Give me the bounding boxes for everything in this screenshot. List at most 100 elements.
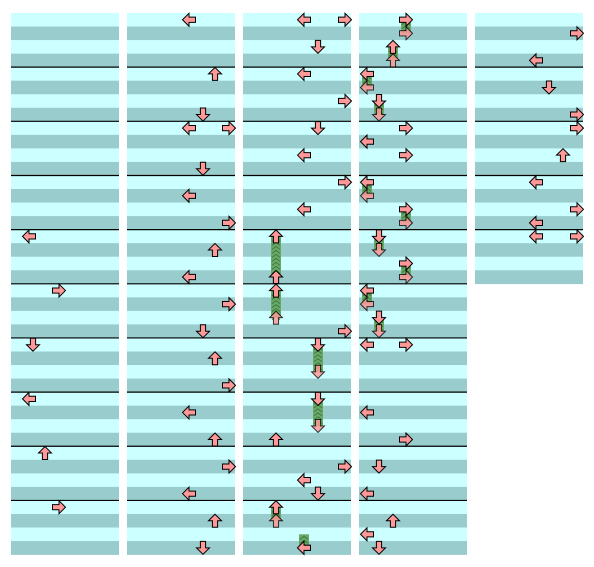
row-stripe [11,392,119,406]
row-stripe [359,80,467,95]
right-arrow-icon [399,120,414,136]
down-arrow-icon [371,94,387,109]
row-stripe [243,107,351,122]
down-arrow-icon [371,229,387,244]
row-stripe [359,134,467,149]
left-arrow-icon [296,12,311,28]
row-stripe [243,243,351,258]
up-arrow-icon [268,229,284,244]
row-stripe [127,243,235,258]
row-stripe [127,365,235,379]
left-arrow-icon [296,472,311,488]
row-stripe [11,486,119,501]
hold-chevron [313,362,323,367]
row-stripe [127,67,235,81]
right-arrow-icon [399,337,414,353]
right-arrow-icon [338,93,353,109]
row-stripe [127,107,235,122]
hold-tail-left-arrow-icon [359,188,374,204]
right-arrow-icon [399,201,414,218]
row-stripe [243,500,351,515]
row-stripe [11,310,119,325]
row-stripe [243,486,351,501]
row-stripe [11,202,119,217]
row-stripe [127,392,235,406]
row-stripe [243,283,351,298]
row-stripe [11,216,119,230]
row-stripe [11,378,119,393]
row-stripe [11,419,119,434]
down-arrow-icon [195,324,211,339]
row-stripe [11,189,119,203]
hold-chevron [271,261,281,266]
row-stripe [11,337,119,352]
row-stripe [359,283,467,298]
row-stripe [359,67,467,81]
row-stripe [127,527,235,542]
left-arrow-icon [181,12,196,28]
up-arrow-icon [385,39,401,54]
right-arrow-icon [52,282,67,299]
row-stripe [127,161,235,176]
row-stripe [359,161,467,176]
left-arrow-icon [359,485,374,502]
row-stripe [243,337,351,352]
row-stripe [359,378,467,393]
up-arrow-icon [207,351,223,366]
row-stripe [11,175,119,190]
row-stripe [127,378,235,393]
row-stripe [243,527,351,542]
row-stripe [11,134,119,149]
row-stripe [11,40,119,54]
left-arrow-icon [359,282,374,299]
up-arrow-icon [268,432,284,447]
row-stripe [127,53,235,68]
row-stripe [127,405,235,420]
row-stripe [359,94,467,109]
row-stripe [127,541,235,555]
row-stripe [475,202,583,217]
row-stripe [127,337,235,352]
row-stripe [11,121,119,136]
left-arrow-icon [181,269,196,285]
hold-chevron [271,303,281,308]
row-stripe [11,13,119,27]
right-arrow-icon [338,458,353,475]
row-stripe [243,513,351,528]
hold-chevron [313,412,323,417]
right-arrow-icon [570,201,585,218]
row-stripe [243,270,351,285]
row-stripe [359,40,467,54]
left-arrow-icon [359,337,374,353]
row-stripe [127,80,235,95]
row-stripe [359,446,467,461]
row-stripe [475,121,583,136]
row-stripe [359,175,467,190]
hold-chevron [271,249,281,254]
hold-tail-right-arrow-icon [399,269,414,285]
row-stripe [475,134,583,149]
row-stripe [475,256,583,271]
row-stripe [243,405,351,420]
row-stripe [127,148,235,163]
right-arrow-icon [338,174,353,190]
row-stripe [127,121,235,136]
hold-tail-left-arrow-icon [359,79,374,96]
row-stripe [11,405,119,420]
row-stripe [359,297,467,312]
left-arrow-icon [181,404,196,421]
row-stripe [359,26,467,41]
down-arrow-icon [310,337,326,352]
row-stripe [359,473,467,488]
row-stripe [127,432,235,447]
row-stripe [359,189,467,203]
hold-tail-left-arrow-icon [359,296,374,312]
column-1 [11,13,119,555]
row-stripe [243,432,351,447]
row-stripe [127,256,235,271]
row-stripe [359,310,467,325]
hold-tail-up-arrow-icon [268,513,284,528]
up-arrow-icon [268,500,284,515]
row-stripe [243,324,351,339]
row-stripe [127,351,235,366]
